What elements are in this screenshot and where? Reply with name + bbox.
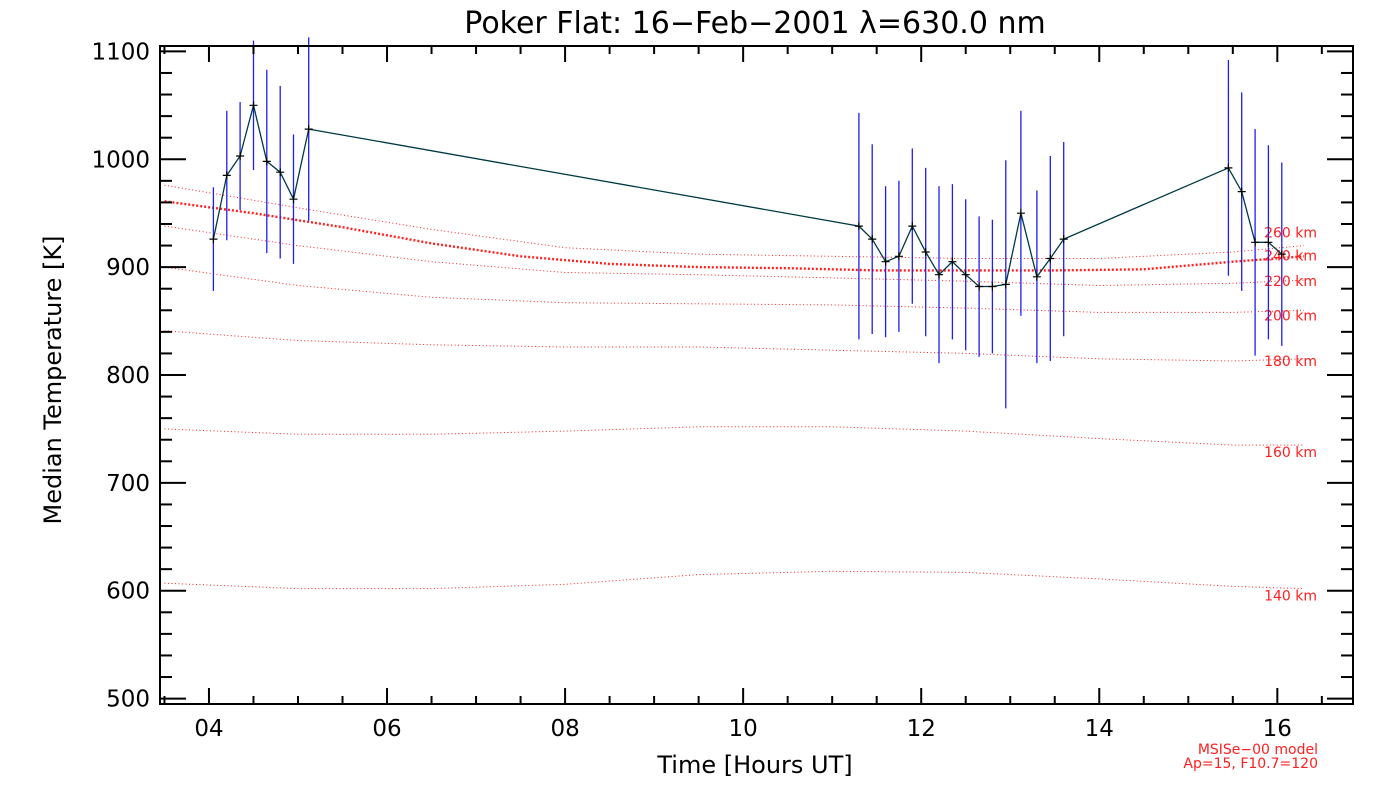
data-point xyxy=(289,195,298,204)
data-point xyxy=(249,101,258,110)
data-point xyxy=(948,257,957,266)
model-label-160-km: 160 km xyxy=(1264,445,1317,461)
y-tick-label: 1100 xyxy=(91,39,150,65)
data-point xyxy=(1277,250,1286,259)
model-label-240-km: 240 km xyxy=(1264,248,1317,264)
y-tick-label: 600 xyxy=(106,579,150,605)
measurement-line xyxy=(212,105,1283,288)
data-point xyxy=(1059,235,1068,244)
data-point xyxy=(262,157,271,166)
model-label-200-km: 200 km xyxy=(1264,308,1317,324)
model-altitude-labels: 260 km 240 km 220 km 200 km 180 km 160 km 140 … xyxy=(1264,226,1317,605)
data-point xyxy=(209,235,218,244)
data-point xyxy=(881,257,890,266)
model-curve-180-km xyxy=(164,330,1305,362)
data-point xyxy=(222,171,231,180)
data-point xyxy=(276,168,285,177)
data-point xyxy=(1032,272,1041,281)
y-tick-label: 700 xyxy=(106,471,150,497)
data-point xyxy=(908,222,917,231)
x-tick-label: 16 xyxy=(1263,716,1292,742)
data-point xyxy=(854,222,863,231)
data-point xyxy=(894,252,903,261)
model-curve-140-km xyxy=(164,570,1305,590)
x-tick-label: 12 xyxy=(907,716,936,742)
model-curve-200-km xyxy=(164,266,1305,313)
chart-title: Poker Flat: 16−Feb−2001 λ=630.0 nm xyxy=(464,6,1045,41)
axes: 04 06 08 10 12 14 16 500 600 700 800 900 1000 1100 xyxy=(91,39,1354,742)
x-tick-label: 04 xyxy=(194,716,223,742)
model-curves xyxy=(164,184,1305,590)
plot-frame xyxy=(159,45,1354,705)
data-point xyxy=(975,282,984,291)
data-point xyxy=(961,270,970,279)
y-tick-label: 800 xyxy=(106,363,150,389)
x-tick-label: 06 xyxy=(372,716,401,742)
data-point xyxy=(304,125,313,134)
data-point xyxy=(988,282,997,291)
y-tick-label: 500 xyxy=(106,687,150,713)
model-curve-220-km xyxy=(164,225,1305,287)
y-tick-label: 900 xyxy=(106,255,150,281)
model-parameters-annotation: Ap=15, F10.7=120 xyxy=(1183,756,1318,772)
x-tick-label: 08 xyxy=(550,716,579,742)
data-point xyxy=(1001,280,1010,289)
x-tick-label: 14 xyxy=(1085,716,1114,742)
model-label-260-km: 260 km xyxy=(1264,226,1317,242)
y-axis-label: Median Temperature [K] xyxy=(39,235,67,524)
model-label-220-km: 220 km xyxy=(1264,274,1317,290)
x-axis-label: Time [Hours UT] xyxy=(656,751,852,779)
model-label-140-km: 140 km xyxy=(1264,589,1317,605)
data-point xyxy=(868,235,877,244)
model-curve-240-km xyxy=(164,200,1305,272)
data-point xyxy=(1264,238,1273,247)
model-label-180-km: 180 km xyxy=(1264,354,1317,370)
data-point xyxy=(935,270,943,279)
data-point xyxy=(1224,163,1233,172)
data-point xyxy=(1016,209,1025,218)
measurement-series xyxy=(209,37,1286,409)
data-point xyxy=(1046,254,1055,263)
y-tick-label: 1000 xyxy=(91,147,150,173)
data-point xyxy=(921,248,930,256)
model-name-annotation: MSISe−00 model xyxy=(1198,742,1318,758)
model-curve-260-km xyxy=(164,184,1305,259)
model-curve-160-km xyxy=(164,426,1304,446)
data-point xyxy=(1251,238,1260,247)
x-tick-label: 10 xyxy=(729,716,758,742)
data-point xyxy=(1237,187,1246,196)
data-point xyxy=(236,152,245,160)
